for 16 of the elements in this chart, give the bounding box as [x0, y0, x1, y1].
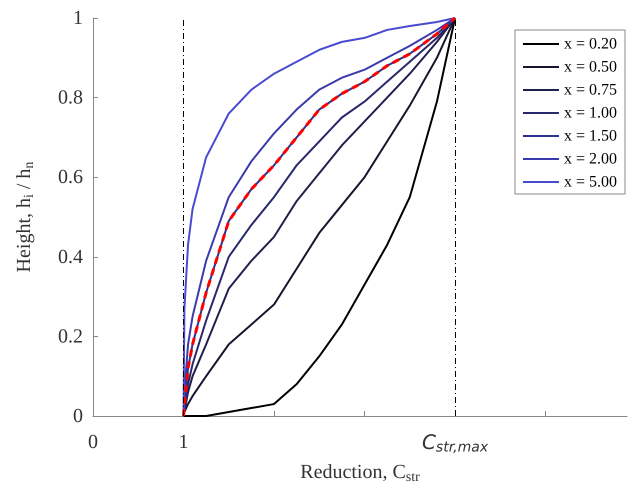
- legend-label: x = 5.00: [564, 174, 618, 190]
- legend-label: x = 0.75: [564, 82, 618, 98]
- y-tick-label: 0: [73, 405, 83, 427]
- legend-label: x = 2.00: [564, 150, 618, 168]
- y-tick-label: 0.4: [58, 246, 83, 268]
- legend-label: x = 1.50: [564, 128, 618, 144]
- x-tick-label: 0: [88, 431, 98, 453]
- legend-label: x = 1.00: [564, 104, 618, 122]
- y-tick-label: 0.2: [58, 325, 83, 348]
- legend-label: x = 0.20: [564, 36, 618, 52]
- x-tick-label: 1: [178, 431, 189, 453]
- y-tick-label: 1: [73, 7, 83, 29]
- y-tick-label: 0.6: [58, 166, 83, 188]
- y-axis-title: Height, hi / hn: [13, 162, 37, 272]
- legend-label: x = 0.50: [564, 58, 618, 76]
- y-tick-label: 0.8: [58, 86, 83, 109]
